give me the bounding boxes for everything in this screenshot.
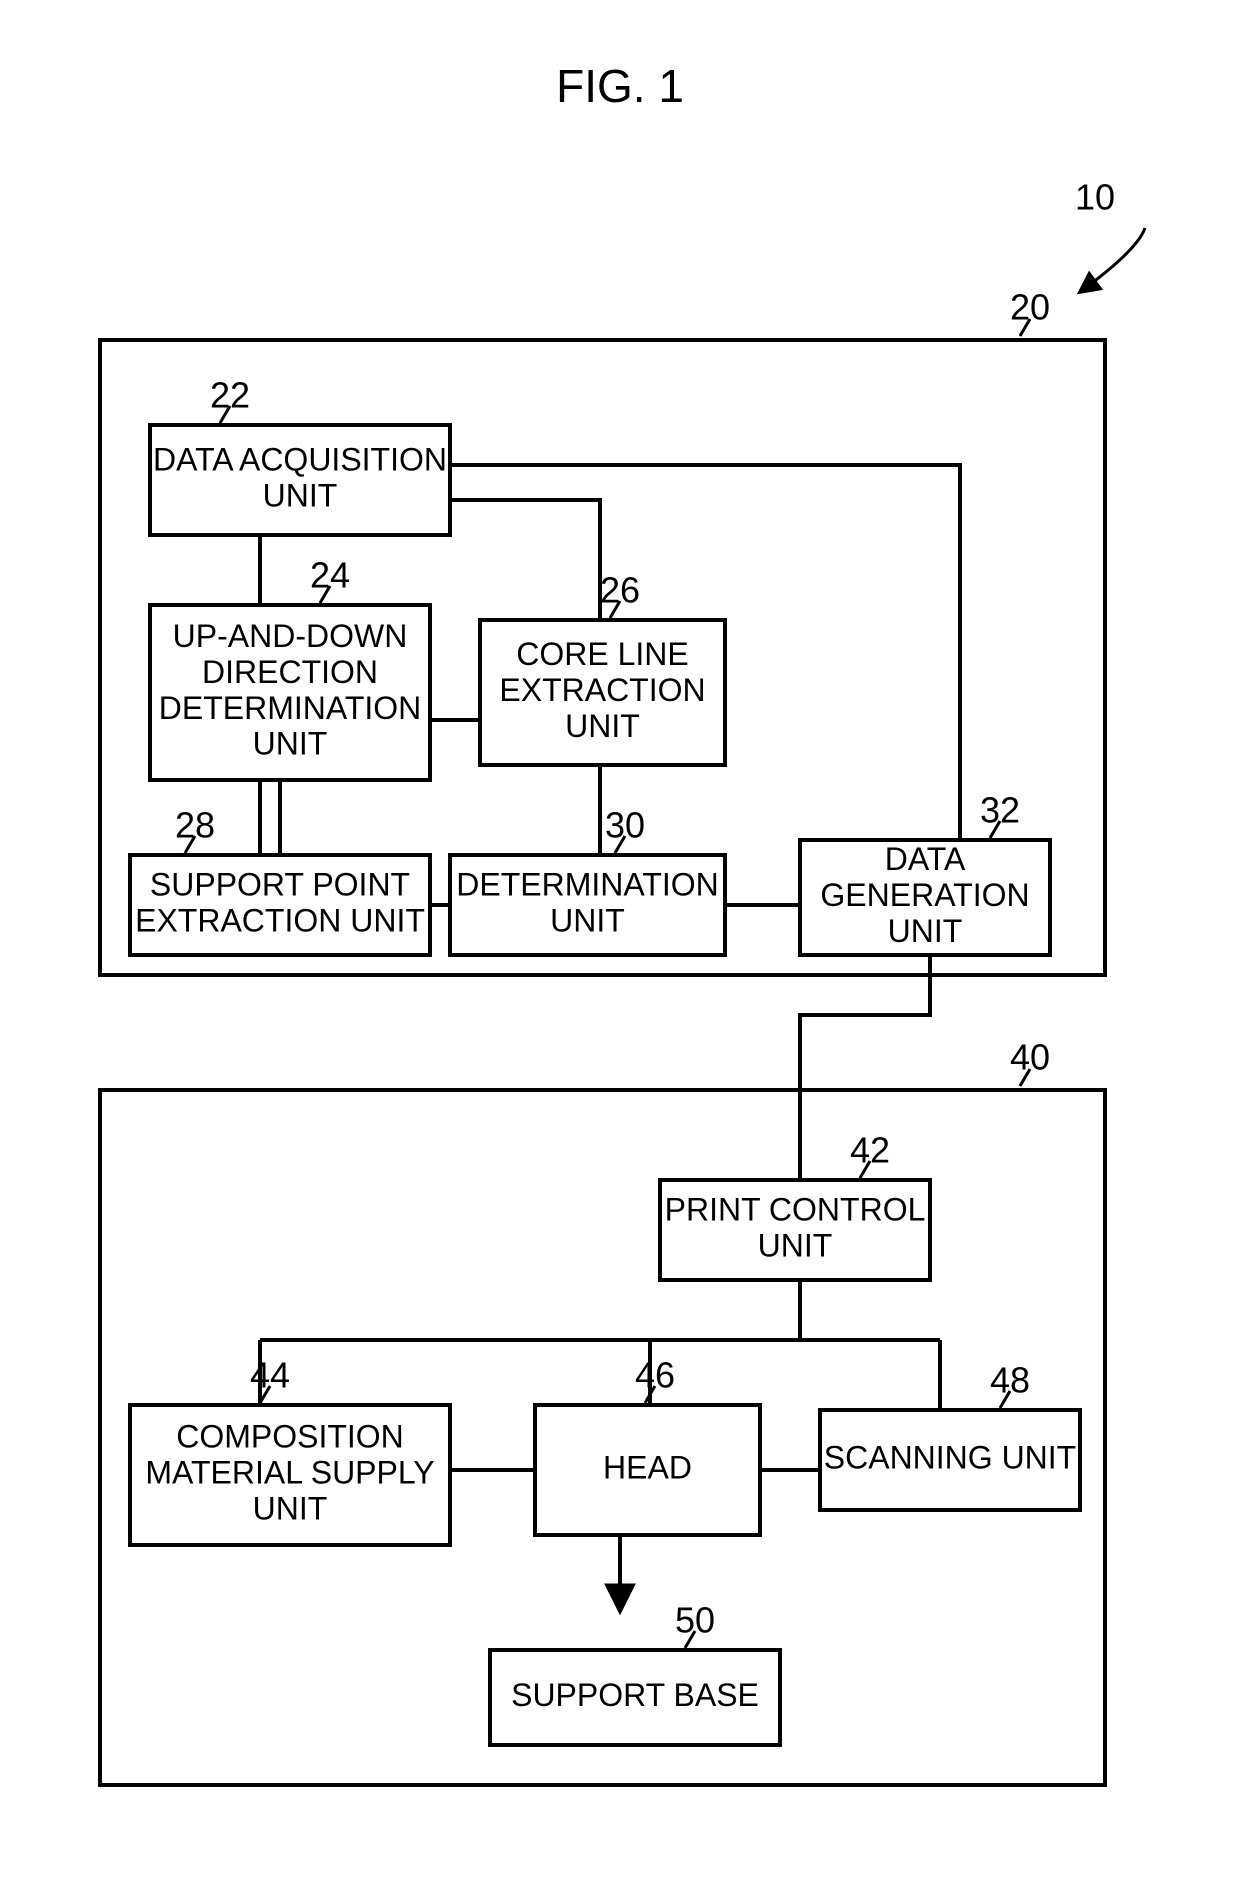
node-label-46-line0: HEAD — [603, 1449, 692, 1485]
node-label-30-line0: DETERMINATION — [456, 867, 719, 903]
node-label-22-line0: DATA ACQUISITION — [153, 442, 447, 478]
node-label-26-line1: EXTRACTION — [499, 672, 705, 708]
node-label-26-line2: UNIT — [565, 708, 640, 744]
node-label-24-line0: UP-AND-DOWN — [173, 618, 408, 654]
leader-arrow-10 — [1080, 228, 1145, 292]
ref-label-22: 22 — [210, 375, 250, 416]
ref-label-48: 48 — [990, 1360, 1030, 1401]
node-label-44-line1: MATERIAL SUPPLY — [145, 1454, 434, 1490]
ref-label-24: 24 — [310, 555, 350, 596]
node-label-22-line1: UNIT — [263, 477, 338, 513]
ref-label-10: 10 — [1075, 177, 1115, 218]
node-label-32-line0: DATA — [885, 841, 966, 877]
node-label-24-line2: DETERMINATION — [159, 690, 422, 726]
node-label-24-line3: UNIT — [253, 726, 328, 762]
node-label-42-line0: PRINT CONTROL — [665, 1192, 926, 1228]
node-label-44-line2: UNIT — [253, 1490, 328, 1526]
edge-e22_26 — [450, 500, 600, 620]
node-label-48-line0: SCANNING UNIT — [824, 1439, 1076, 1475]
node-label-42-line1: UNIT — [758, 1227, 833, 1263]
ref-label-30: 30 — [605, 805, 645, 846]
ref-label-46: 46 — [635, 1355, 675, 1396]
node-label-44-line0: COMPOSITION — [176, 1419, 404, 1455]
node-label-28-line1: EXTRACTION UNIT — [135, 902, 425, 938]
ref-label-26: 26 — [600, 570, 640, 611]
node-label-32-line2: UNIT — [888, 913, 963, 949]
ref-label-32: 32 — [980, 790, 1020, 831]
node-label-28-line0: SUPPORT POINT — [150, 867, 410, 903]
ref-label-44: 44 — [250, 1355, 290, 1396]
node-label-26-line0: CORE LINE — [516, 636, 688, 672]
ref-label-28: 28 — [175, 805, 215, 846]
node-label-30-line1: UNIT — [550, 902, 625, 938]
node-label-32-line1: GENERATION — [820, 877, 1029, 913]
figure-title: FIG. 1 — [556, 60, 684, 112]
ref-label-50: 50 — [675, 1600, 715, 1641]
node-label-24-line1: DIRECTION — [202, 654, 378, 690]
node-label-50-line0: SUPPORT BASE — [511, 1677, 759, 1713]
ref-label-42: 42 — [850, 1130, 890, 1171]
